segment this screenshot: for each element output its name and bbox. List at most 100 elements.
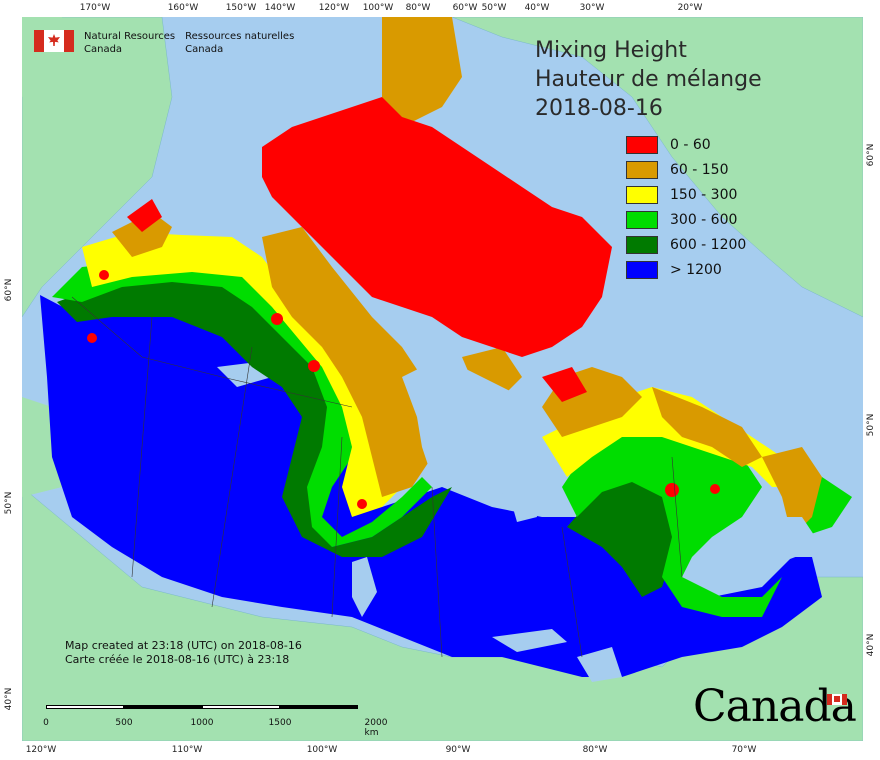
legend-label: 300 - 600: [670, 211, 738, 228]
hotspot-3: [271, 313, 283, 325]
hotspot-2: [87, 333, 97, 343]
nrcan-en-line2: Canada: [84, 44, 123, 55]
tick-left-40n: 40°N: [4, 687, 14, 711]
tick-left-60n: 60°N: [4, 278, 14, 302]
scale-label: 2000 km: [364, 718, 388, 738]
zone-60-150-yukon: [112, 212, 172, 257]
zone-150-300: [82, 232, 402, 517]
nrcan-fr-line2: Canada: [185, 44, 224, 55]
tick-top-100w: 100°W: [362, 3, 394, 13]
legend-label: 60 - 150: [670, 161, 729, 178]
tick-top-20w: 20°W: [677, 3, 703, 13]
wordmark-flag-icon: [827, 694, 847, 705]
zone-600-1200-quebec: [567, 477, 682, 597]
legend-row: 300 - 600: [626, 207, 746, 232]
nrcan-logo: Natural Resources Canada Ressources natu…: [34, 30, 294, 56]
lake-winnipeg: [352, 557, 377, 617]
credit-en: Map created at 23:18 (UTC) on 2018-08-16: [65, 639, 302, 652]
scale-seg: [280, 705, 358, 709]
legend-label: 0 - 60: [670, 136, 711, 153]
scale-seg: [202, 705, 280, 709]
nrcan-fr-line1: Ressources naturelles: [185, 31, 295, 42]
james-bay: [507, 487, 537, 522]
map-canvas[interactable]: Natural Resources Canada Ressources natu…: [22, 17, 863, 741]
lake-superior: [492, 629, 567, 652]
title-en: Mixing Height: [535, 38, 687, 63]
tick-top-80w: 80°W: [405, 3, 431, 13]
alaska-land: [22, 17, 173, 318]
zone-60-150-lab: [652, 387, 762, 467]
scale-label: 1000: [190, 718, 214, 728]
zone-60-150-baffin: [382, 17, 462, 127]
tick-right-50n: 50°N: [866, 413, 876, 437]
legend-swatch: [626, 260, 658, 279]
scale-label: 500: [115, 718, 133, 728]
legend-row: 600 - 1200: [626, 232, 746, 257]
hudson-bay: [402, 357, 542, 497]
title-fr: Hauteur de mélange: [535, 67, 762, 92]
title-date: 2018-08-16: [535, 96, 663, 121]
tick-top-40w: 40°W: [524, 3, 550, 13]
lake-huron: [577, 647, 622, 682]
tick-top-50w: 50°W: [481, 3, 507, 13]
legend-label: > 1200: [670, 261, 722, 278]
credit-fr: Carte créée le 2018-08-16 (UTC) à 23:18: [65, 653, 290, 666]
tick-bottom-80w: 80°W: [582, 745, 608, 755]
map-credits: Map created at 23:18 (UTC) on 2018-08-16…: [65, 639, 302, 667]
map-svg: [22, 17, 863, 741]
legend-swatch: [626, 160, 658, 179]
hotspot-6: [665, 483, 679, 497]
zone-60-150-central: [262, 227, 442, 497]
legend-swatch: [626, 235, 658, 254]
scale-bar: 0 500 1000 1500 2000 km: [43, 705, 387, 738]
province-boundaries: [71, 296, 683, 658]
tick-bottom-110w: 110°W: [171, 745, 203, 755]
canada-flag-icon: [34, 30, 74, 52]
hotspot-4: [308, 360, 320, 372]
zone-300-600: [52, 252, 432, 547]
legend: 0 - 60 60 - 150 150 - 300 300 - 600 600 …: [626, 132, 746, 282]
zone-0-60-arctic: [262, 97, 612, 357]
tick-top-150w: 150°W: [225, 3, 257, 13]
nrcan-en-line1: Natural Resources: [84, 31, 176, 42]
map-title: Mixing Height Hauteur de mélange 2018-08…: [535, 36, 762, 123]
scale-label: 0: [43, 718, 49, 728]
legend-swatch: [626, 210, 658, 229]
legend-label: 150 - 300: [670, 186, 738, 203]
scale-seg: [124, 705, 202, 709]
greenland-land: [451, 17, 863, 318]
zone-gt1200: [40, 295, 822, 677]
hotspot-7: [710, 484, 720, 494]
legend-swatch: [626, 135, 658, 154]
legend-row: 150 - 300: [626, 182, 746, 207]
hotspot-5: [357, 499, 367, 509]
nrcan-english: Natural Resources Canada: [84, 30, 175, 56]
tick-bottom-120w: 120°W: [25, 745, 57, 755]
nrcan-french: Ressources naturelles Canada: [185, 30, 294, 56]
tick-bottom-70w: 70°W: [731, 745, 757, 755]
scale-label: 1500: [268, 718, 292, 728]
scale-bar-graphic: 0 500 1000 1500 2000 km: [43, 705, 387, 738]
tick-top-60w: 60°W: [452, 3, 478, 13]
tick-top-140w: 140°W: [264, 3, 296, 13]
zone-60-150-east: [762, 447, 822, 537]
zone-0-60-yukon: [127, 199, 162, 232]
tick-bottom-90w: 90°W: [445, 745, 471, 755]
gulf-stlawrence: [762, 517, 822, 562]
legend-row: > 1200: [626, 257, 746, 282]
legend-row: 0 - 60: [626, 132, 746, 157]
legend-row: 60 - 150: [626, 157, 746, 182]
tick-right-60n: 60°N: [866, 143, 876, 167]
tick-top-160w: 160°W: [167, 3, 199, 13]
zone-0-60-ungava: [542, 367, 587, 402]
scale-seg: [46, 705, 124, 709]
tick-left-50n: 50°N: [4, 491, 14, 515]
tick-top-120w: 120°W: [318, 3, 350, 13]
hotspot-1: [99, 270, 109, 280]
legend-label: 600 - 1200: [670, 236, 747, 253]
tick-right-40n: 40°N: [866, 633, 876, 657]
tick-top-30w: 30°W: [579, 3, 605, 13]
zone-300-600-east: [562, 427, 782, 617]
zone-0-60-north: [302, 117, 362, 157]
